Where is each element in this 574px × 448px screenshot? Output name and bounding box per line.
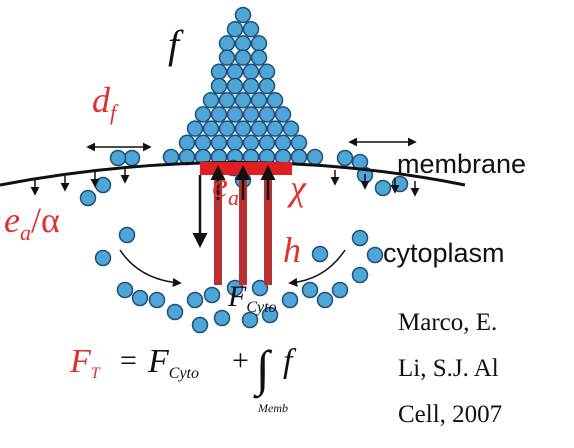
citation-line: Marco, E. — [398, 309, 497, 336]
particle — [260, 135, 275, 150]
particle — [220, 36, 235, 51]
svg-text:FT: FT — [69, 343, 101, 382]
particle — [260, 79, 275, 94]
particle — [196, 107, 211, 122]
particle — [283, 293, 298, 308]
particle — [292, 150, 307, 165]
particle — [205, 288, 220, 303]
particle — [220, 121, 235, 136]
particle — [133, 291, 148, 306]
particle — [236, 50, 251, 65]
particle — [252, 121, 267, 136]
particle — [268, 121, 283, 136]
particle — [244, 107, 259, 122]
particle — [284, 121, 299, 136]
formula: FT = FCyto + ∫ Memb f — [69, 340, 297, 415]
particle — [228, 64, 243, 79]
particle — [212, 79, 227, 94]
particle — [204, 121, 219, 136]
particle — [244, 64, 259, 79]
svg-text:=: = — [120, 344, 137, 377]
label-df: df — [92, 80, 119, 125]
particle — [333, 283, 348, 298]
label-fcyto: FCyto — [227, 280, 277, 316]
particle — [96, 251, 111, 266]
particle — [212, 107, 227, 122]
particle — [260, 107, 275, 122]
particle — [252, 93, 267, 108]
particle — [111, 151, 126, 166]
particle — [303, 283, 318, 298]
particle — [81, 191, 96, 206]
particle — [188, 121, 203, 136]
particle — [252, 36, 267, 51]
particle — [338, 151, 353, 166]
particle — [308, 150, 323, 165]
particle — [353, 268, 368, 283]
svg-text:Memb: Memb — [257, 401, 288, 415]
diagram: f df membrane ea χ ea/α h cytoplasm FCyt… — [0, 0, 574, 448]
particle — [236, 36, 251, 51]
svg-text:FCyto: FCyto — [147, 343, 199, 382]
particle — [204, 93, 219, 108]
particle — [292, 135, 307, 150]
label-ea-alpha: ea/α — [4, 200, 60, 245]
svg-text:+: + — [232, 344, 249, 377]
particle — [120, 228, 135, 243]
particle — [125, 151, 140, 166]
svg-text:f: f — [283, 343, 297, 380]
particle — [252, 50, 267, 65]
label-h: h — [283, 230, 301, 270]
particle — [313, 247, 328, 262]
particle — [228, 107, 243, 122]
particle — [212, 64, 227, 79]
particle — [228, 22, 243, 37]
particle — [220, 93, 235, 108]
particle — [236, 121, 251, 136]
citation-line: Cell, 2007 — [398, 401, 502, 428]
particle — [228, 135, 243, 150]
particle — [118, 283, 133, 298]
particle — [276, 107, 291, 122]
svg-text:∫: ∫ — [253, 340, 273, 399]
particle — [193, 318, 208, 333]
particle — [150, 293, 165, 308]
label-f: f — [168, 22, 184, 67]
particle — [96, 178, 111, 193]
particle — [353, 231, 368, 246]
particle — [318, 293, 333, 308]
label-membrane: membrane — [397, 149, 526, 179]
particle — [276, 135, 291, 150]
particle — [196, 135, 211, 150]
particle — [368, 248, 383, 263]
particle — [376, 181, 391, 196]
particle — [180, 135, 195, 150]
particle — [188, 293, 203, 308]
particle — [244, 22, 259, 37]
particle — [228, 79, 243, 94]
particle — [268, 93, 283, 108]
particle — [212, 135, 227, 150]
label-cytoplasm: cytoplasm — [383, 238, 505, 268]
particle — [244, 135, 259, 150]
particle — [168, 305, 183, 320]
particle — [220, 50, 235, 65]
particle — [164, 150, 179, 165]
particle — [236, 8, 251, 23]
particle — [236, 93, 251, 108]
label-chi: χ — [287, 168, 307, 208]
citation-line: Li, S.J. Al — [398, 355, 499, 382]
particle — [260, 64, 275, 79]
particle — [244, 79, 259, 94]
